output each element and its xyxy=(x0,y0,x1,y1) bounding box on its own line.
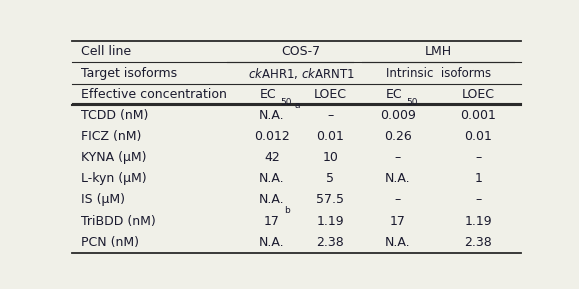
Text: EC: EC xyxy=(260,88,277,101)
Text: LOEC: LOEC xyxy=(462,88,495,101)
Text: b: b xyxy=(284,207,290,216)
Text: N.A.: N.A. xyxy=(259,236,285,249)
Text: Intrinsic  isoforms: Intrinsic isoforms xyxy=(386,66,490,79)
Text: 1.19: 1.19 xyxy=(317,214,344,227)
Text: Effective concentration: Effective concentration xyxy=(81,88,227,101)
Text: 0.01: 0.01 xyxy=(464,130,492,143)
Text: KYNA (μM): KYNA (μM) xyxy=(81,151,147,164)
Text: COS-7: COS-7 xyxy=(281,45,321,58)
Text: a: a xyxy=(294,101,300,110)
Text: –: – xyxy=(394,151,401,164)
Text: –: – xyxy=(475,193,482,206)
Text: –: – xyxy=(475,151,482,164)
Text: 17: 17 xyxy=(390,214,406,227)
Text: TriBDD (nM): TriBDD (nM) xyxy=(81,214,156,227)
Text: 0.009: 0.009 xyxy=(380,109,416,122)
Text: 2.38: 2.38 xyxy=(317,236,345,249)
Text: N.A.: N.A. xyxy=(259,193,285,206)
Text: $\it{ck}$AHR1, $\it{ck}$ARNT1: $\it{ck}$AHR1, $\it{ck}$ARNT1 xyxy=(248,66,355,81)
Text: 0.01: 0.01 xyxy=(317,130,345,143)
Text: L-kyn (μM): L-kyn (μM) xyxy=(81,172,147,185)
Text: 57.5: 57.5 xyxy=(316,193,345,206)
Text: 5: 5 xyxy=(327,172,335,185)
Text: 10: 10 xyxy=(323,151,338,164)
Text: FICZ (nM): FICZ (nM) xyxy=(81,130,142,143)
Text: IS (μM): IS (μM) xyxy=(81,193,125,206)
Text: 2.38: 2.38 xyxy=(464,236,492,249)
Text: N.A.: N.A. xyxy=(385,236,411,249)
Text: PCN (nM): PCN (nM) xyxy=(81,236,140,249)
Text: 50: 50 xyxy=(281,98,292,108)
Text: LOEC: LOEC xyxy=(314,88,347,101)
Text: 0.26: 0.26 xyxy=(384,130,412,143)
Text: 1.19: 1.19 xyxy=(465,214,492,227)
Text: N.A.: N.A. xyxy=(259,109,285,122)
Text: LMH: LMH xyxy=(424,45,452,58)
Text: N.A.: N.A. xyxy=(385,172,411,185)
Text: 17: 17 xyxy=(264,214,280,227)
Text: –: – xyxy=(394,193,401,206)
Text: 1: 1 xyxy=(475,172,482,185)
Text: TCDD (nM): TCDD (nM) xyxy=(81,109,149,122)
Text: Cell line: Cell line xyxy=(81,45,131,58)
Text: 0.012: 0.012 xyxy=(254,130,290,143)
Text: 50: 50 xyxy=(406,98,418,108)
Text: N.A.: N.A. xyxy=(259,172,285,185)
Text: –: – xyxy=(327,109,334,122)
Text: Target isoforms: Target isoforms xyxy=(81,66,178,79)
Text: 42: 42 xyxy=(264,151,280,164)
Text: 0.001: 0.001 xyxy=(460,109,496,122)
Text: EC: EC xyxy=(386,88,402,101)
